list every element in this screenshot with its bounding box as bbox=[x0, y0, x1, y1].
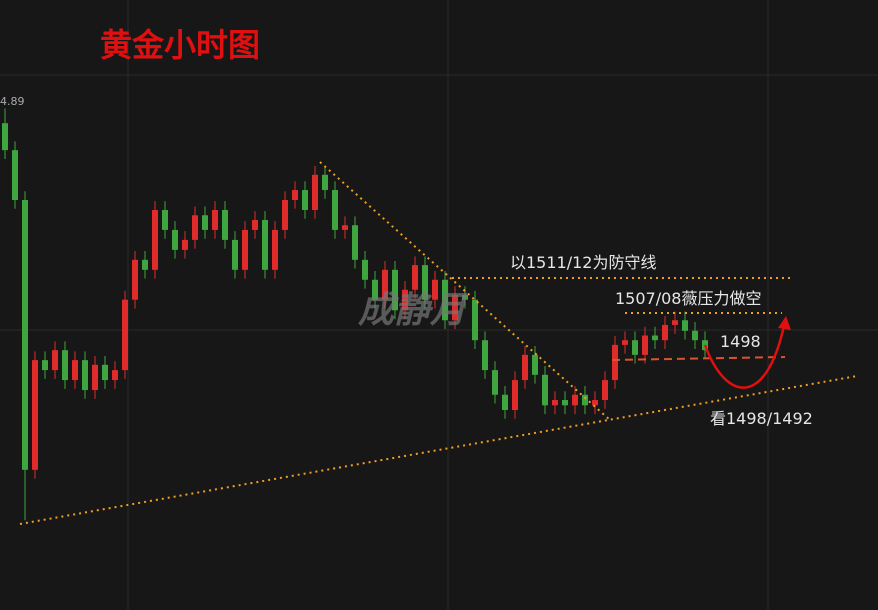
annotation: 1498 bbox=[720, 332, 761, 351]
candle-body bbox=[212, 209, 218, 230]
candle-body bbox=[262, 219, 268, 270]
annotation: 看1498/1492 bbox=[710, 409, 813, 428]
candle-body bbox=[632, 340, 638, 355]
candle-body bbox=[502, 394, 508, 410]
candle-body bbox=[572, 394, 578, 406]
candle-body bbox=[182, 239, 188, 250]
candle-body bbox=[82, 360, 88, 391]
price-label: 4.89 bbox=[0, 95, 25, 108]
candle-body bbox=[372, 279, 378, 300]
candle-body bbox=[42, 360, 48, 371]
candle-body bbox=[512, 380, 518, 410]
candle-body bbox=[62, 350, 68, 381]
candle-body bbox=[692, 330, 698, 341]
candles bbox=[2, 108, 708, 521]
candle-body bbox=[282, 200, 288, 230]
candle-body bbox=[662, 324, 668, 341]
candle-body bbox=[472, 299, 478, 341]
candle-body bbox=[102, 364, 108, 381]
candle-body bbox=[332, 190, 338, 230]
support-line bbox=[19, 375, 858, 525]
candle-body bbox=[522, 354, 528, 381]
candle-body bbox=[442, 279, 448, 321]
candle-body bbox=[682, 320, 688, 331]
candle-body bbox=[342, 225, 348, 230]
candle-body bbox=[602, 380, 608, 401]
candle-body bbox=[492, 370, 498, 395]
candle-body bbox=[242, 229, 248, 270]
candle-body bbox=[672, 320, 678, 325]
candle-body bbox=[582, 394, 588, 406]
candle-body bbox=[322, 174, 328, 191]
candle-body bbox=[642, 335, 648, 355]
candle-body bbox=[22, 200, 28, 470]
candle-body bbox=[72, 360, 78, 381]
candle-body bbox=[52, 350, 58, 371]
candle-body bbox=[32, 360, 38, 470]
watermark: 成静月 bbox=[358, 289, 468, 331]
candle-body bbox=[392, 269, 398, 311]
candle-body bbox=[302, 190, 308, 210]
candle-body bbox=[432, 279, 438, 300]
candle-body bbox=[122, 299, 128, 371]
candle-body bbox=[112, 370, 118, 381]
annotation: 1507/08薇压力做空 bbox=[615, 289, 761, 308]
candle-body bbox=[402, 289, 408, 311]
candle-body bbox=[202, 215, 208, 230]
arrow-head bbox=[778, 316, 791, 330]
candle-body bbox=[142, 259, 148, 270]
candle-body bbox=[562, 400, 568, 406]
candle-body bbox=[162, 209, 168, 230]
arrow-path bbox=[703, 325, 786, 389]
candle-body bbox=[482, 340, 488, 371]
candle-body bbox=[612, 344, 618, 381]
candle-body bbox=[152, 209, 158, 270]
candle-body bbox=[412, 265, 418, 290]
candle-body bbox=[92, 364, 98, 391]
candle-body bbox=[552, 400, 558, 406]
candle-body bbox=[222, 209, 228, 240]
candle-body bbox=[12, 150, 18, 201]
candle-body bbox=[592, 400, 598, 406]
candle-body bbox=[192, 215, 198, 240]
candle-body bbox=[382, 269, 388, 300]
candle-body bbox=[252, 219, 258, 230]
candle-body bbox=[532, 354, 538, 375]
candle-body bbox=[652, 335, 658, 341]
chart-title: 黄金小时图 bbox=[100, 26, 260, 64]
candle-body bbox=[132, 259, 138, 300]
annotation: 以1511/12为防守线 bbox=[510, 253, 656, 272]
candle-body bbox=[292, 190, 298, 201]
candle-body bbox=[422, 265, 428, 300]
candle-body bbox=[312, 174, 318, 210]
candle-body bbox=[362, 259, 368, 280]
candle-body bbox=[232, 239, 238, 270]
candle-body bbox=[462, 295, 468, 300]
trendlines bbox=[19, 161, 858, 525]
candle-body bbox=[2, 123, 8, 151]
candle-body bbox=[172, 229, 178, 250]
candle-body bbox=[622, 340, 628, 345]
candle-body bbox=[542, 374, 548, 406]
target-line bbox=[611, 356, 786, 361]
candle-body bbox=[272, 229, 278, 270]
candle-body bbox=[352, 225, 358, 260]
candle-body bbox=[452, 295, 458, 321]
